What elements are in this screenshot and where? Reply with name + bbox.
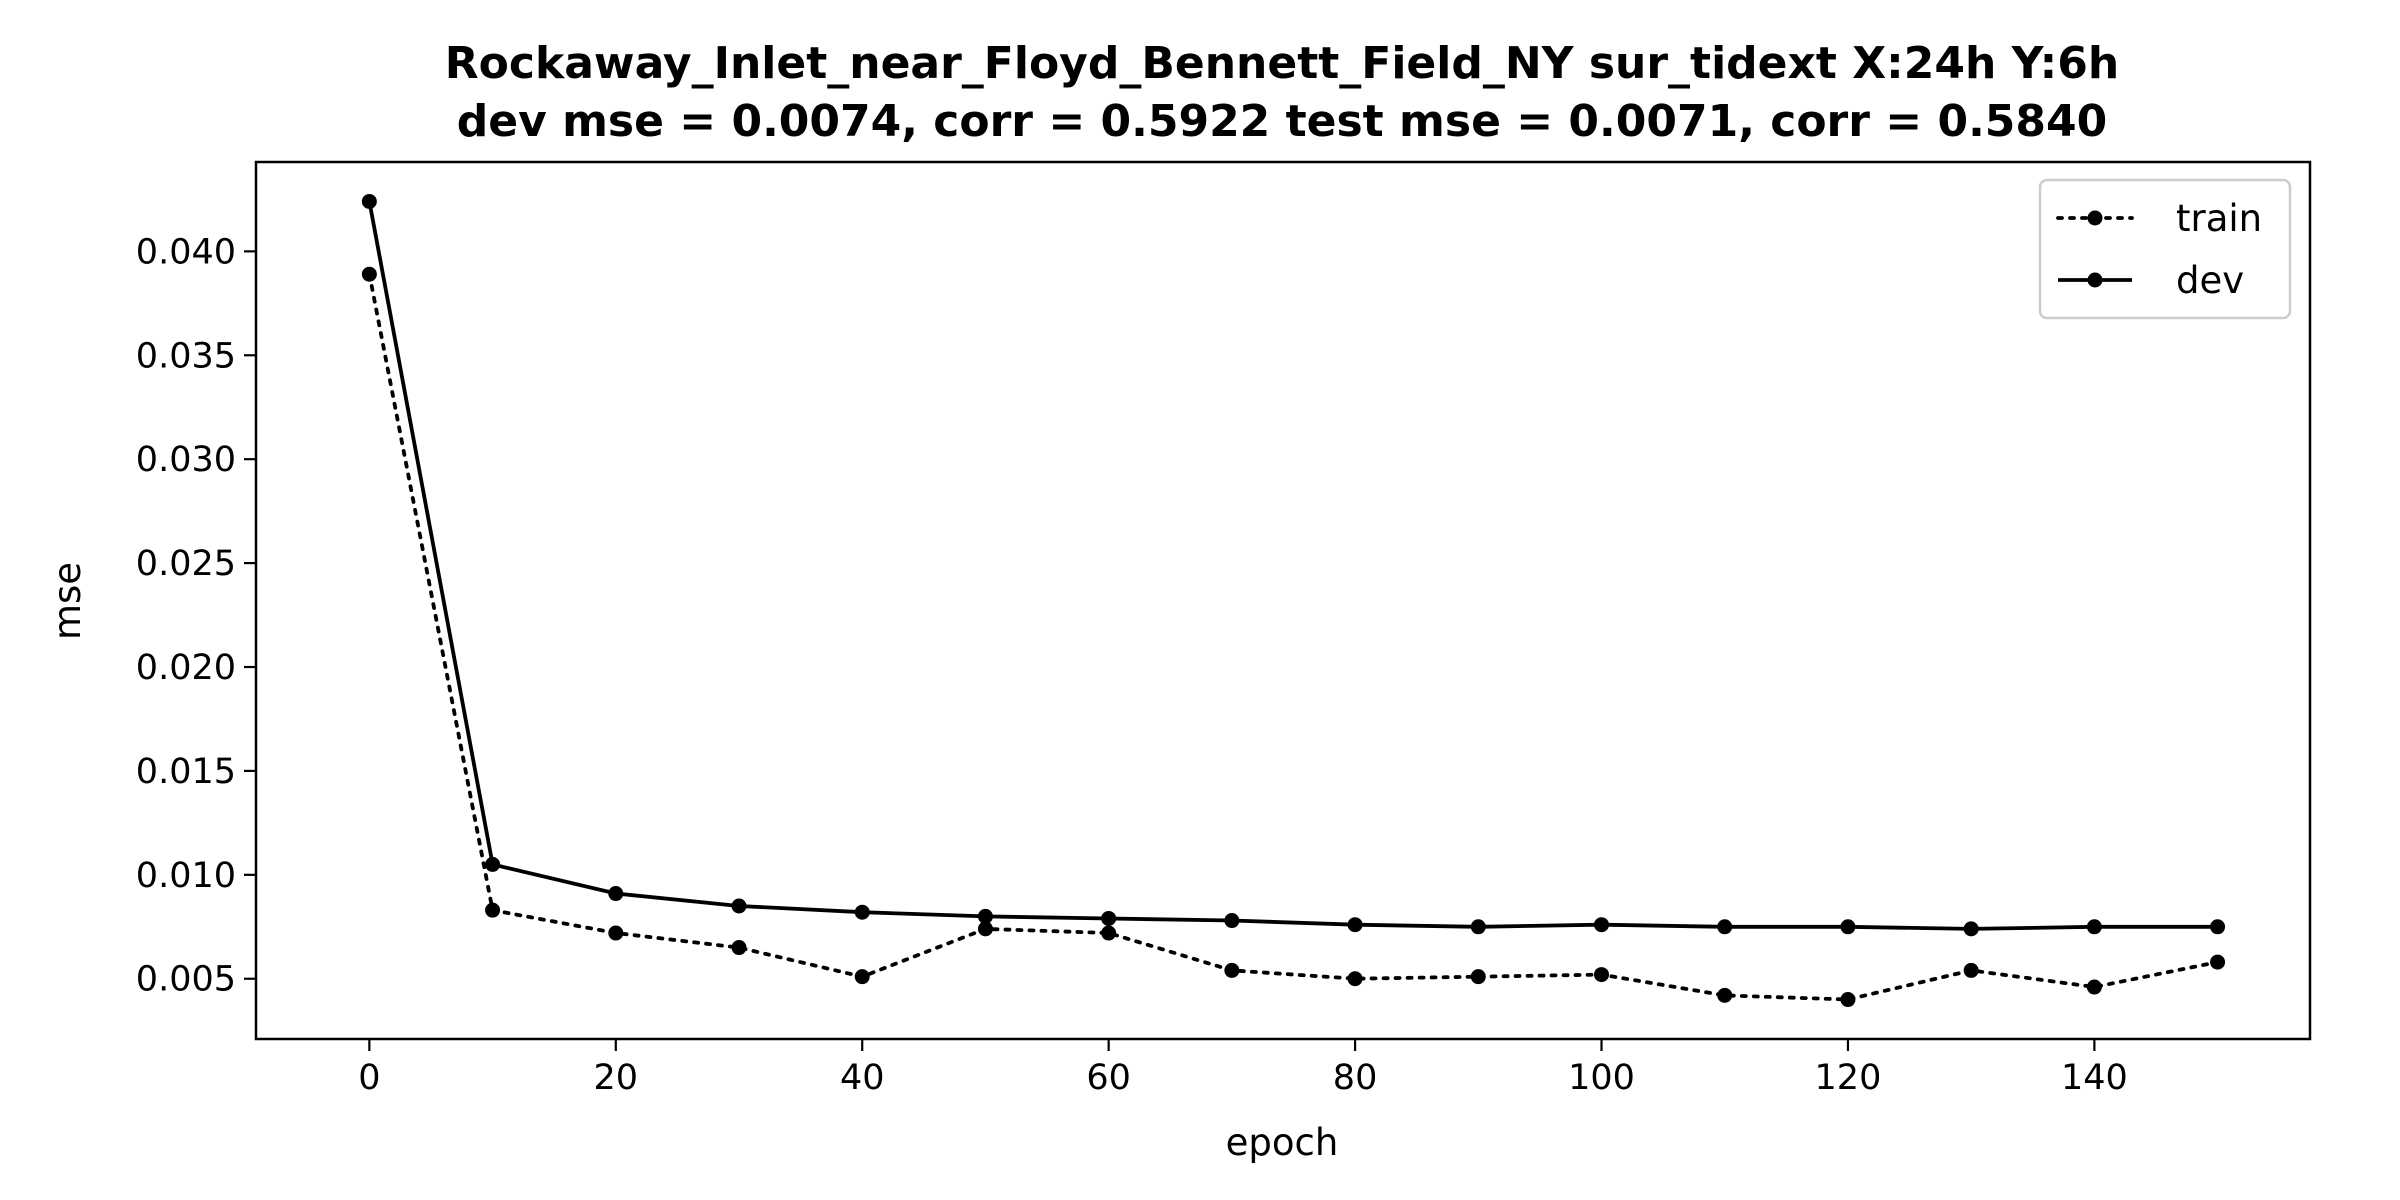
- y-axis-label: mse: [46, 562, 89, 640]
- x-tick-label: 0: [358, 1058, 380, 1098]
- data-point-dev: [2210, 919, 2226, 935]
- legend: train dev: [2038, 178, 2292, 320]
- y-tick-label: 0.025: [136, 544, 236, 584]
- data-point-dev: [1101, 910, 1117, 926]
- data-point-dev: [854, 904, 870, 920]
- y-tick-label: 0.005: [136, 960, 236, 1000]
- y-tick-label: 0.015: [136, 752, 236, 792]
- data-point-train: [977, 921, 993, 937]
- data-point-dev: [1717, 919, 1733, 935]
- series-line-train: [367, 272, 2220, 1002]
- chart-title: Rockaway_Inlet_near_Floyd_Bennett_Field_…: [445, 38, 2119, 89]
- y-axis: 0.005 0.010 0.015 0.020 0.025 0.030 0.035 0.040: [136, 232, 256, 1000]
- legend-marker-train: [2087, 210, 2103, 226]
- data-point-dev: [731, 898, 747, 914]
- data-point-train: [361, 266, 377, 282]
- chart-subtitle: dev mse = 0.0074, corr = 0.5922 test mse…: [457, 96, 2108, 147]
- legend-box: [2038, 178, 2292, 320]
- data-point-train: [1470, 969, 1486, 985]
- data-point-train: [1717, 987, 1733, 1003]
- x-axis: 0 20 40 60 80 100 120 140: [358, 1039, 2128, 1098]
- x-tick-label: 140: [2061, 1058, 2128, 1098]
- x-tick-label: 80: [1333, 1058, 1378, 1098]
- x-tick-label: 120: [1815, 1058, 1882, 1098]
- data-point-train: [1224, 962, 1240, 978]
- legend-marker-dev: [2087, 272, 2103, 288]
- data-point-dev: [1963, 921, 1979, 937]
- x-axis-label: epoch: [1226, 1121, 1339, 1164]
- data-point-train: [485, 902, 501, 918]
- y-tick-label: 0.035: [136, 336, 236, 376]
- y-tick-label: 0.020: [136, 648, 236, 688]
- x-tick-label: 60: [1086, 1058, 1131, 1098]
- x-tick-label: 100: [1568, 1058, 1635, 1098]
- data-point-dev: [608, 886, 624, 902]
- data-point-dev: [1594, 917, 1610, 933]
- x-tick-label: 40: [840, 1058, 885, 1098]
- x-tick-label: 20: [594, 1058, 639, 1098]
- y-tick-label: 0.040: [136, 232, 236, 272]
- plot-area: [361, 193, 2226, 1008]
- legend-label-dev: dev: [2176, 259, 2244, 302]
- data-point-train: [608, 925, 624, 941]
- y-tick-label: 0.010: [136, 856, 236, 896]
- data-point-dev: [1224, 913, 1240, 929]
- data-point-train: [1594, 967, 1610, 983]
- data-point-train: [731, 940, 747, 956]
- data-point-dev: [1470, 919, 1486, 935]
- data-point-dev: [2086, 919, 2102, 935]
- data-point-train: [2086, 979, 2102, 995]
- data-point-dev: [1347, 917, 1363, 933]
- data-point-train: [1963, 962, 1979, 978]
- series-line-dev: [367, 201, 2218, 931]
- legend-label-train: train: [2176, 197, 2262, 240]
- y-tick-label: 0.030: [136, 440, 236, 480]
- data-point-train: [2210, 954, 2226, 970]
- data-point-train: [1101, 925, 1117, 941]
- data-point-dev: [485, 856, 501, 872]
- data-point-train: [854, 969, 870, 985]
- data-point-dev: [1840, 919, 1856, 935]
- plot-frame: [254, 160, 2312, 1041]
- data-point-dev: [977, 908, 993, 924]
- data-point-train: [1840, 992, 1856, 1008]
- data-point-dev: [361, 193, 377, 209]
- data-point-train: [1347, 971, 1363, 987]
